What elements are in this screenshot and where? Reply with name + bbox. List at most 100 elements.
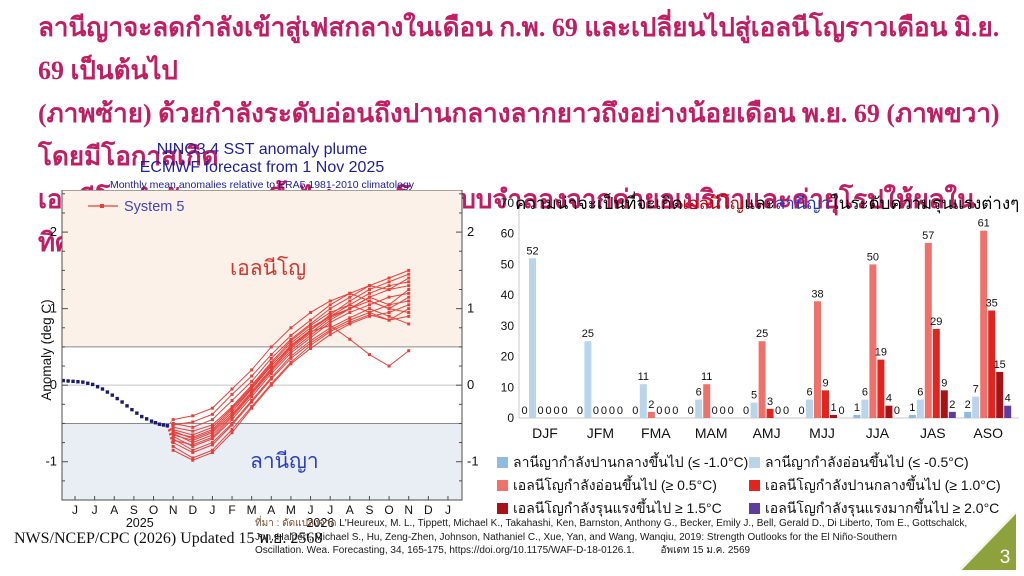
bar (695, 399, 703, 418)
ensemble-marker (210, 412, 214, 416)
bar-value-label: 2 (965, 399, 971, 411)
bar-value-label: 5 (751, 390, 757, 402)
bar-value-label: 52 (526, 245, 538, 257)
ensemble-marker (191, 456, 195, 460)
ensemble-marker (230, 428, 234, 432)
year-label: 2026 (306, 516, 334, 530)
ensemble-marker (289, 356, 293, 360)
y-tick-label: 1 (467, 301, 474, 316)
ensemble-marker (230, 414, 234, 418)
ensemble-marker (289, 345, 293, 349)
plume-legend-label: System 5 (124, 199, 184, 215)
ensemble-marker (171, 429, 175, 433)
ensemble-marker (289, 341, 293, 345)
ensemble-marker (387, 288, 391, 292)
bar (853, 414, 861, 418)
ensemble-marker (191, 458, 195, 462)
citation-line-1: ที่มา : ดัดแปลงจาก L'Heureux, M. L., Tip… (255, 517, 1015, 531)
ensemble-marker (230, 410, 234, 414)
fan-connector (166, 425, 174, 443)
bar-value-label: 0 (593, 405, 599, 417)
bar-value-label: 19 (875, 347, 887, 359)
prob-chart-title: ความน่าจะเป็นที่จะเกิดเอลนีโญและลานีญาใน… (515, 190, 1019, 217)
ensemble-marker (171, 437, 175, 441)
ensemble-marker (367, 353, 371, 357)
ensemble-marker (328, 310, 332, 314)
ensemble-marker (191, 438, 195, 442)
prob-title-part: ในระดับความรุนแรงต่างๆ (830, 194, 1020, 213)
ensemble-marker (250, 392, 254, 396)
bar-value-label: 9 (941, 377, 947, 389)
bar-value-label: 0 (656, 405, 662, 417)
bar-value-label: 4 (1005, 393, 1011, 405)
ensemble-marker (289, 343, 293, 347)
bar-value-label: 29 (930, 316, 942, 328)
ensemble-marker (387, 280, 391, 284)
ensemble-marker (191, 433, 195, 437)
ensemble-marker (210, 428, 214, 432)
ensemble-marker (328, 323, 332, 327)
bar-value-label: 0 (688, 405, 694, 417)
ensemble-marker (367, 314, 371, 318)
observed-dot (105, 390, 110, 394)
bar-value-label: 0 (775, 405, 781, 417)
legend-item: ลานีญากำลังปานกลางขึ้นไป (≤ -1.0°C) (497, 452, 749, 473)
fan-connector (166, 425, 174, 447)
plume-y-axis-title: Anomaly (deg C) (40, 299, 54, 400)
ensemble-marker (171, 418, 175, 422)
ensemble-marker (230, 387, 234, 391)
bar (948, 411, 956, 418)
ensemble-marker (230, 418, 234, 422)
ensemble-marker (328, 330, 332, 334)
citation-block: ที่มา : ดัดแปลงจาก L'Heureux, M. L., Tip… (255, 517, 1015, 558)
y-tick-label: 1 (50, 301, 57, 316)
observed-dot (120, 400, 124, 404)
ensemble-marker (309, 328, 313, 332)
ensemble-marker (387, 314, 391, 318)
observed-dot (161, 423, 166, 427)
bar (814, 301, 821, 418)
y-tick-label: 20 (501, 350, 515, 364)
year-label: 2025 (126, 516, 154, 530)
y-tick-label: 2 (50, 224, 57, 239)
ensemble-marker (289, 360, 293, 364)
bar (830, 414, 837, 418)
bar-value-label: 25 (582, 328, 594, 340)
legend-item: เอลนีโญกำลังรุนแรงขึ้นไป ≥ 1.5°C (497, 498, 749, 519)
ensemble-marker (230, 423, 234, 427)
ensemble-marker (230, 406, 234, 410)
page-number-badge: 3 (959, 511, 1017, 571)
ensemble-marker (289, 351, 293, 355)
ensemble-marker (309, 336, 313, 340)
ensemble-marker (191, 451, 195, 455)
source-credit: NWS/NCEP/CPC (2026) Updated 15 พ.ย. 2568 (14, 530, 323, 547)
category-label: DJF (532, 425, 558, 441)
month-label: S (365, 503, 373, 517)
ensemble-marker (250, 379, 254, 383)
bar (869, 264, 877, 418)
ensemble-marker (250, 391, 254, 395)
ensemble-marker (367, 299, 371, 303)
ensemble-marker (230, 421, 234, 425)
month-label: N (169, 503, 178, 517)
observed-dot (110, 393, 114, 397)
y-tick-label: 0 (50, 377, 57, 392)
ensemble-marker (309, 346, 313, 350)
bar-value-label: 0 (720, 405, 726, 417)
ensemble-marker (250, 398, 254, 402)
ensemble-marker (367, 310, 371, 314)
ensemble-marker (348, 316, 352, 320)
header-line-2: (ภาพซ้าย) ด้วยกำลังระดับอ่อนถึงปานกลางลา… (38, 99, 1000, 171)
fan-connector (166, 425, 174, 441)
month-label: J (327, 503, 333, 517)
y-tick-label: -1 (467, 454, 479, 469)
ensemble-marker (328, 328, 332, 332)
ensemble-marker (210, 423, 214, 427)
ensemble-marker (269, 366, 273, 370)
ensemble-marker (171, 431, 175, 435)
legend-item: เอลนีโญกำลังปานกลางขึ้นไป (≥ 1.0°C) (749, 475, 1024, 496)
ensemble-marker (407, 291, 411, 295)
ensemble-marker (309, 339, 313, 343)
month-label: J (92, 503, 98, 517)
